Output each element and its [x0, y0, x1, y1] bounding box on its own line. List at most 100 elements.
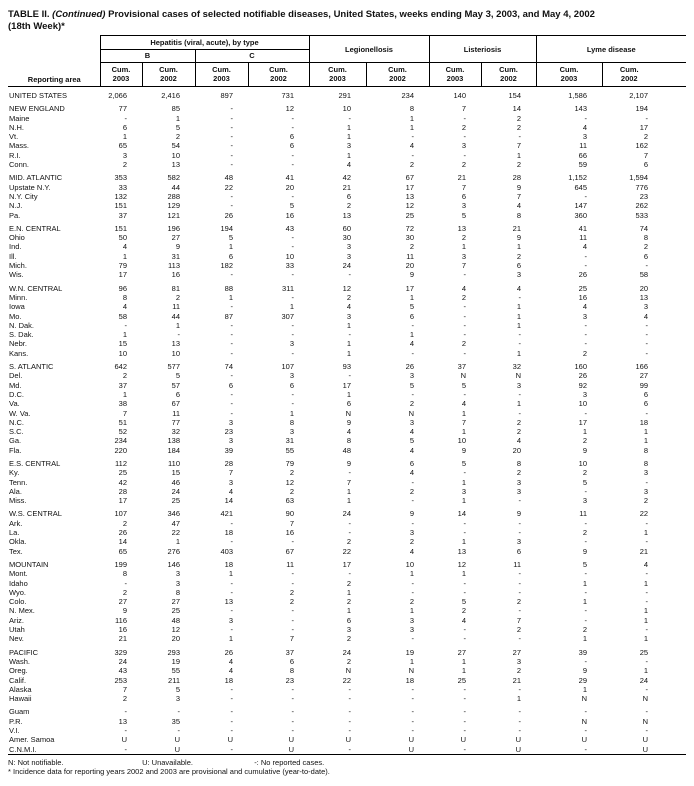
- table-row: C.N.M.I. - U - U - U - U - U: [8, 745, 686, 755]
- reporting-area-cell: Ky.: [9, 468, 20, 478]
- value-cell: 6: [289, 141, 294, 151]
- value-cell: 360: [574, 210, 588, 220]
- value-cell: -: [348, 371, 352, 381]
- value-cell: 1: [346, 389, 351, 399]
- value-cell: 1: [516, 302, 522, 312]
- value-cell: -: [518, 389, 522, 399]
- value-cell: 1: [582, 634, 588, 644]
- table-row: Wash. 24 19 4 6 2 1 1 3 - -: [8, 657, 686, 666]
- value-cell: -: [584, 320, 588, 330]
- table-row: Hawaii 2 3 - - - - - 1 N N: [8, 694, 686, 703]
- value-cell: -: [518, 339, 522, 349]
- value-cell: -: [291, 726, 295, 735]
- value-cell: 3: [228, 417, 233, 427]
- table-row: La. 26 22 18 16 - 3 - - 2 1: [8, 528, 686, 537]
- value-cell: 5: [409, 380, 414, 390]
- value-cell: -: [348, 569, 352, 579]
- value-cell: 17: [639, 122, 649, 132]
- table-row: Minn. 8 2 1 - 2 1 2 - 16 13: [8, 293, 686, 302]
- value-cell: 8: [175, 587, 180, 597]
- value-cell: 58: [118, 311, 127, 321]
- value-cell: 253: [114, 675, 127, 685]
- value-cell: -: [584, 191, 588, 201]
- value-cell: 2: [461, 160, 466, 170]
- table-row: D.C. 1 6 - - 1 - - - 3 6: [8, 390, 686, 399]
- column-header-legionellosis: Legionellosis: [308, 35, 429, 63]
- value-cell: 1: [346, 606, 351, 616]
- value-cell: 3: [228, 615, 233, 625]
- value-cell: -: [411, 518, 415, 528]
- value-cell: 10: [405, 559, 414, 569]
- reporting-area-cell: D.C.: [9, 389, 24, 399]
- reporting-area-cell: V.I.: [9, 726, 20, 735]
- value-cell: -: [463, 716, 467, 726]
- value-cell: 15: [171, 468, 180, 478]
- reporting-area-cell: Idaho: [9, 578, 28, 588]
- value-cell: -: [291, 191, 295, 201]
- value-cell: 13: [457, 223, 466, 233]
- column-header-hepatitis-group: Hepatitis (viral, acute), by type: [99, 35, 309, 50]
- value-cell: -: [518, 587, 522, 597]
- value-cell: -: [518, 496, 522, 506]
- value-cell: 1: [516, 150, 522, 160]
- value-cell: 8: [346, 436, 351, 446]
- column-header-cum: Cum. 2002: [480, 62, 537, 87]
- value-cell: -: [645, 537, 649, 547]
- value-cell: 3: [346, 311, 351, 321]
- table-row: Ala. 28 24 4 2 1 2 3 3 - 3: [8, 487, 686, 496]
- reporting-area-cell: Ark.: [9, 518, 23, 528]
- value-cell: 30: [405, 233, 414, 243]
- reporting-area-cell: La.: [9, 528, 20, 538]
- value-cell: U: [288, 744, 294, 754]
- value-cell: U: [642, 735, 649, 745]
- value-cell: 121: [167, 210, 180, 220]
- value-cell: 166: [635, 362, 649, 372]
- value-cell: 6: [346, 615, 351, 625]
- value-cell: 16: [285, 528, 294, 538]
- value-cell: -: [411, 132, 415, 142]
- value-cell: 1: [516, 694, 522, 704]
- value-cell: 577: [167, 362, 180, 372]
- value-cell: 81: [171, 283, 180, 293]
- table-row: W. Va. 7 11 - 1 N N 1 - - -: [8, 409, 686, 418]
- table-row: Maine - 1 - - - 1 - 2 - -: [8, 114, 686, 123]
- value-cell: 1: [582, 597, 588, 607]
- value-cell: 2,416: [161, 91, 180, 100]
- value-cell: 8: [409, 104, 414, 114]
- value-cell: 897: [220, 91, 233, 100]
- table-row: S. Dak. 1 - - - - 1 - - - -: [8, 330, 686, 339]
- reporting-area-cell: N.Y. City: [9, 191, 38, 201]
- value-cell: 1: [643, 606, 649, 616]
- value-cell: U: [227, 735, 233, 745]
- value-cell: 6: [409, 458, 414, 468]
- value-cell: 3: [289, 427, 294, 437]
- value-cell: -: [584, 744, 588, 754]
- value-cell: 2: [643, 496, 649, 506]
- reporting-area-cell: Oreg.: [9, 666, 28, 676]
- reporting-area-cell: W.S. CENTRAL: [9, 509, 62, 519]
- value-cell: U: [515, 744, 522, 754]
- value-cell: 220: [114, 445, 127, 455]
- value-cell: 5: [461, 380, 466, 390]
- value-cell: 2: [409, 486, 414, 496]
- value-cell: 1: [582, 427, 588, 437]
- value-cell: U: [408, 735, 414, 745]
- value-cell: -: [230, 320, 234, 330]
- value-cell: 17: [118, 496, 127, 506]
- value-cell: 6: [122, 122, 127, 132]
- reporting-area-cell: Ind.: [9, 242, 22, 252]
- reporting-area-cell: Mo.: [9, 311, 22, 321]
- value-cell: -: [230, 399, 234, 409]
- value-cell: 74: [639, 223, 649, 233]
- value-cell: 4: [228, 486, 233, 496]
- value-cell: 4: [228, 656, 233, 666]
- table-row: Colo. 27 27 13 2 2 2 5 2 1 -: [8, 597, 686, 606]
- value-cell: -: [645, 320, 649, 330]
- table-row: P.R. 13 35 - - - - - - N N: [8, 717, 686, 726]
- value-cell: 20: [639, 283, 649, 293]
- value-cell: 17: [342, 380, 351, 390]
- value-cell: 3: [409, 371, 414, 381]
- reporting-area-cell: Calif.: [9, 675, 27, 685]
- reporting-area-cell: S. ATLANTIC: [9, 362, 54, 372]
- cum-header-row: Cum. 2003 Cum. 2002 Cum. 2003 Cum. 2002 Cum.…: [8, 62, 687, 87]
